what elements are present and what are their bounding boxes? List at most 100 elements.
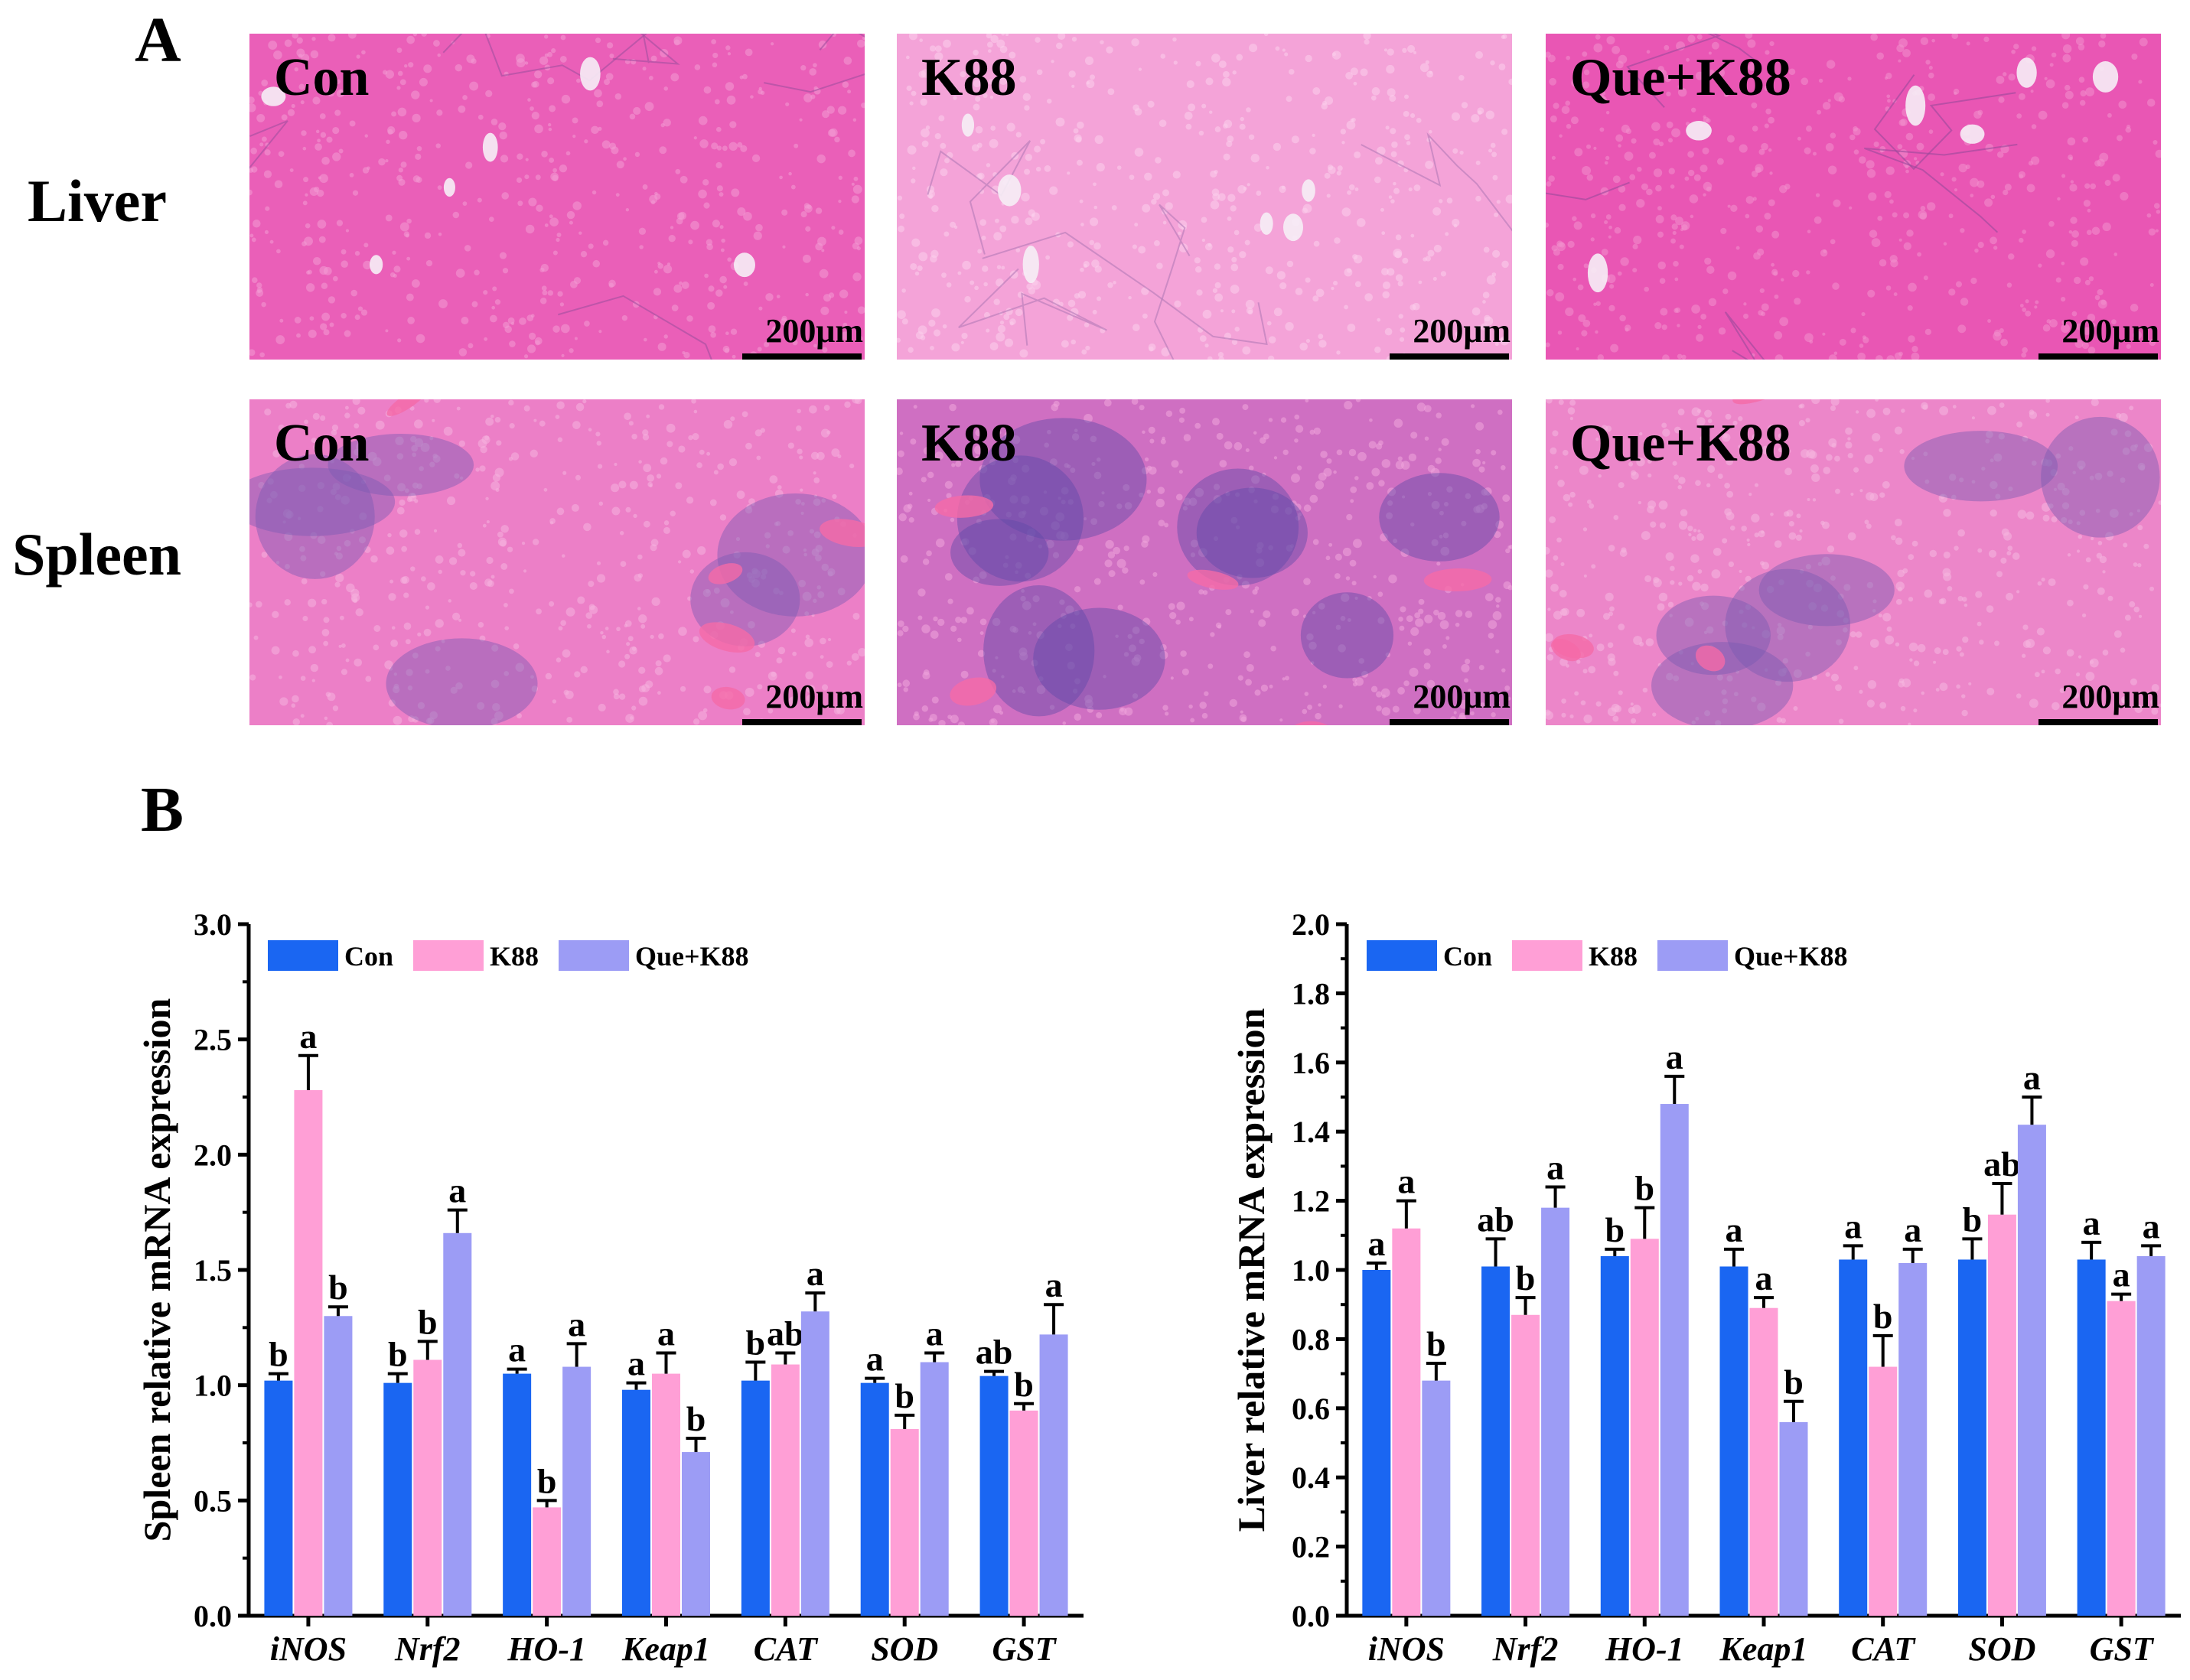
bar-k88-sod — [1987, 1214, 2016, 1616]
tissue-texture — [1546, 34, 2161, 360]
bar-que-k88-sod — [2017, 1125, 2046, 1616]
scale-bar — [742, 353, 862, 360]
tissue-texture — [1546, 399, 2161, 725]
scale-bar-label: 200μm — [1413, 312, 1511, 350]
group-label: Que+K88 — [1570, 414, 1791, 473]
micrograph-spleen-con: Con 200μm — [249, 399, 865, 725]
y-tick-label: 0.6 — [1292, 1392, 1330, 1426]
significance-letter: a — [1904, 1210, 1921, 1249]
scale-bar — [1390, 353, 1509, 360]
legend-swatch — [268, 940, 338, 971]
bar-que-k88-ho-1 — [1660, 1104, 1689, 1616]
significance-letter: ab — [1983, 1144, 2021, 1183]
y-axis-label: Spleen relative mRNA expression — [135, 998, 178, 1542]
bar-que-k88-inos — [324, 1316, 353, 1616]
significance-letter: b — [746, 1323, 766, 1363]
bar-k88-gst — [2107, 1301, 2136, 1616]
group-label: Con — [274, 414, 370, 473]
legend-swatch — [559, 940, 629, 971]
x-tick-label: HO-1 — [1605, 1630, 1684, 1668]
row-label-spleen: Spleen — [12, 521, 182, 588]
scale-bar — [2038, 353, 2158, 360]
liver-que-k88-tissue-image — [1546, 34, 2161, 360]
bar-k88-keap1 — [1749, 1307, 1778, 1616]
bar-con-ho-1 — [503, 1373, 532, 1616]
bar-k88-cat — [771, 1364, 800, 1616]
bar-k88-sod — [890, 1428, 919, 1616]
y-tick-label: 1.4 — [1292, 1115, 1330, 1149]
x-tick-label: SOD — [871, 1630, 938, 1668]
legend-swatch — [413, 940, 484, 971]
significance-letter: b — [418, 1302, 438, 1341]
significance-letter: b — [1634, 1169, 1654, 1208]
significance-letter: a — [1367, 1224, 1385, 1263]
group-label: Con — [274, 48, 370, 107]
significance-letter: a — [2113, 1255, 2130, 1294]
significance-letter: a — [1844, 1206, 1862, 1245]
spleen-chart: 0.0 0.5 1.0 1.5 2.0 2.5 3.0 Spleen relative mRN… — [135, 907, 1084, 1668]
y-tick-label: 1.5 — [194, 1253, 232, 1288]
significance-letter: b — [686, 1399, 706, 1438]
significance-letter: b — [895, 1376, 914, 1415]
x-tick-label: iNOS — [270, 1630, 347, 1668]
x-tick-label: Nrf2 — [394, 1630, 461, 1668]
scale-bar — [2038, 719, 2158, 725]
y-tick-label: 0.0 — [1292, 1599, 1330, 1633]
significance-letter: a — [448, 1171, 466, 1210]
significance-letter: b — [1963, 1200, 1983, 1239]
bar-que-k88-cat — [800, 1311, 829, 1616]
x-tick-label: Keap1 — [1719, 1630, 1808, 1668]
bar-que-k88-inos — [1422, 1380, 1451, 1616]
tissue-background — [1546, 34, 2161, 360]
scale-bar-label: 200μm — [765, 312, 863, 350]
scale-bar-label: 200μm — [2061, 678, 2159, 715]
bar-k88-nrf2 — [1511, 1314, 1540, 1616]
significance-letter: a — [657, 1314, 675, 1353]
liver-con-tissue-image — [249, 34, 865, 360]
y-tick-label: 0.2 — [1292, 1530, 1330, 1564]
legend-label: Que+K88 — [1734, 941, 1848, 972]
y-tick-label: 0.5 — [194, 1483, 232, 1518]
x-tick-label: iNOS — [1368, 1630, 1445, 1668]
y-tick-label: 0.0 — [194, 1599, 232, 1633]
tissue-texture — [897, 399, 1512, 725]
y-tick-label: 0.4 — [1292, 1460, 1330, 1495]
spleen-con-tissue-image — [249, 399, 865, 725]
bar-con-keap1 — [1719, 1266, 1748, 1616]
significance-letter: a — [1755, 1258, 1773, 1297]
significance-letter: a — [926, 1314, 943, 1353]
bar-con-inos — [264, 1380, 293, 1616]
legend-label: Con — [1443, 941, 1492, 972]
bar-con-ho-1 — [1600, 1255, 1629, 1616]
x-tick-label: HO-1 — [507, 1630, 586, 1668]
bar-con-nrf2 — [383, 1382, 412, 1616]
bar-que-k88-nrf2 — [443, 1232, 472, 1616]
scale-bar — [1390, 719, 1509, 725]
group-label: Que+K88 — [1570, 48, 1791, 107]
liver-chart: 0.0 0.2 0.4 0.6 0.8 1.0 1.2 1.4 1.6 1.8 2.0 Liver r… — [1230, 907, 2181, 1668]
y-tick-label: 1.0 — [1292, 1253, 1330, 1288]
significance-letter: ab — [976, 1333, 1013, 1372]
micrograph-spleen-k88: K88 200μm — [897, 399, 1512, 725]
significance-letter: a — [2083, 1203, 2100, 1242]
x-tick-label: CAT — [1851, 1630, 1916, 1668]
significance-letter: a — [2143, 1206, 2160, 1245]
tissue-texture — [249, 399, 865, 725]
x-tick-label: GST — [2090, 1630, 2155, 1668]
bar-k88-cat — [1869, 1366, 1898, 1616]
micrograph-liver-k88: K88 200μm — [897, 34, 1512, 360]
y-tick-label: 1.8 — [1292, 976, 1330, 1011]
bar-con-gst — [2077, 1259, 2106, 1616]
legend-label: K88 — [1589, 941, 1638, 972]
bar-que-k88-sod — [920, 1362, 949, 1616]
significance-letter: a — [1397, 1162, 1415, 1201]
bar-que-k88-ho-1 — [562, 1366, 591, 1616]
bar-con-cat — [741, 1380, 770, 1616]
y-tick-label: 2.5 — [194, 1023, 232, 1057]
micrograph-spleen-que-k88: Que+K88 200μm — [1546, 399, 2161, 725]
significance-letter: b — [1784, 1363, 1804, 1402]
bar-k88-inos — [1392, 1228, 1421, 1616]
significance-letter: b — [537, 1461, 557, 1500]
bar-con-gst — [979, 1376, 1009, 1616]
significance-letter: ab — [1477, 1200, 1514, 1239]
